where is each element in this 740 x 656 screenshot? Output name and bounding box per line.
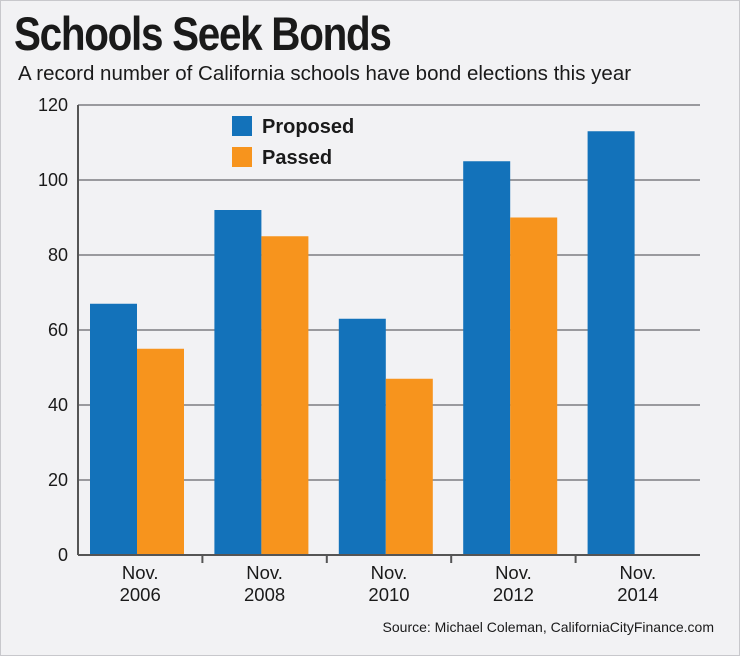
bar-proposed-2010	[338, 318, 386, 555]
chart-title: Schools Seek Bonds	[14, 7, 392, 60]
bar-passed-2006	[137, 348, 184, 555]
y-tick-label: 20	[48, 470, 68, 490]
legend-label-proposed: Proposed	[262, 116, 354, 138]
x-tick-label: Nov.	[495, 562, 532, 583]
source-note: Source: Michael Coleman, CaliforniaCityF…	[382, 619, 714, 635]
axes: 020406080100120Nov.2006Nov.2008Nov.2010N…	[38, 95, 700, 605]
y-tick-label: 60	[48, 320, 68, 340]
x-tick-label: 2008	[244, 584, 285, 605]
legend-swatch-passed	[232, 147, 252, 167]
y-tick-label: 120	[38, 95, 68, 115]
y-tick-label: 40	[48, 395, 68, 415]
y-tick-label: 100	[38, 170, 68, 190]
x-tick-label: 2014	[617, 584, 658, 605]
bar-proposed-2008	[214, 210, 262, 555]
x-tick-label: Nov.	[371, 562, 408, 583]
bar-proposed-2012	[463, 161, 511, 555]
bar-passed-2010	[385, 378, 433, 555]
bar-proposed-2006	[90, 303, 137, 555]
legend-label-passed: Passed	[262, 147, 332, 169]
legend: Proposed Passed	[232, 116, 354, 169]
x-tick-label: 2012	[493, 584, 534, 605]
y-tick-label: 80	[48, 245, 68, 265]
y-tick-label: 0	[58, 545, 68, 565]
legend-swatch-proposed	[232, 116, 252, 136]
x-tick-label: 2006	[120, 584, 161, 605]
bars	[90, 131, 635, 555]
x-tick-label: Nov.	[619, 562, 656, 583]
chart-subtitle: A record number of California schools ha…	[18, 62, 632, 85]
x-tick-label: Nov.	[246, 562, 283, 583]
bar-passed-2008	[261, 236, 309, 555]
x-tick-label: 2010	[368, 584, 409, 605]
bar-proposed-2014	[587, 131, 635, 555]
bar-passed-2012	[510, 217, 558, 555]
x-tick-label: Nov.	[122, 562, 159, 583]
